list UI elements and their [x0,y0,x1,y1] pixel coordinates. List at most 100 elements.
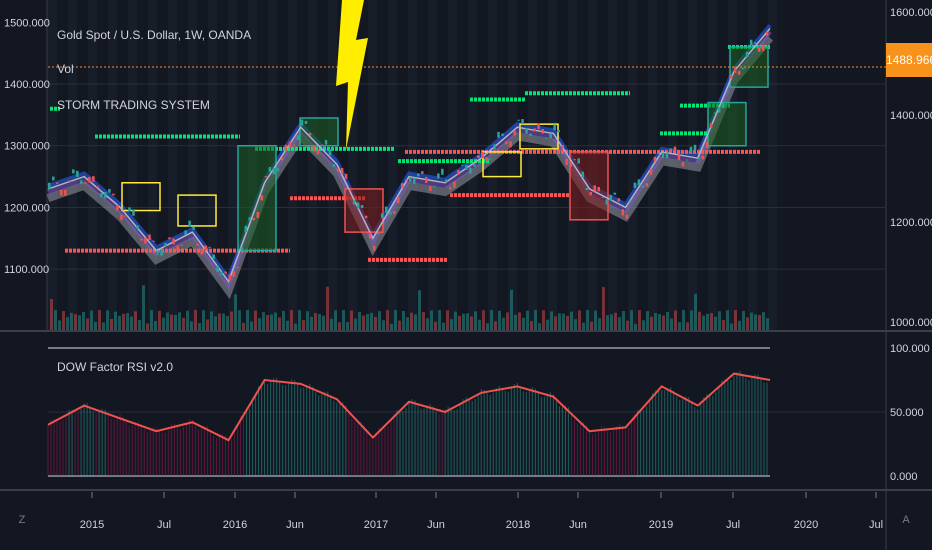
volume-bar [650,316,653,330]
candle [637,179,641,186]
candle [272,168,276,175]
bg-stripe [208,0,217,330]
volume-bar [54,310,57,330]
candle [280,158,284,161]
volume-bar [646,311,649,330]
candle [120,214,123,221]
time-axis-label: 2019 [649,519,673,531]
volume-bar [622,310,625,330]
candle [717,107,721,113]
volume-bar [494,321,497,330]
candle [521,119,524,125]
volume-bar [606,315,609,330]
candle [557,130,560,133]
volume-bar [170,314,173,330]
candle [673,146,677,151]
zoom-button[interactable]: Z [18,514,26,526]
candle [172,238,175,245]
candle [485,157,488,162]
candle [392,211,396,214]
candle [52,176,55,181]
candle [164,243,167,247]
volume-bar [610,314,613,330]
bg-stripe [88,0,97,330]
lightning-bolt-icon [336,0,368,150]
volume-bar [402,310,405,330]
volume-bar [310,316,313,330]
candle [348,189,352,191]
volume-bar [694,293,697,330]
candle [537,123,540,130]
candle [549,133,552,139]
volume-bar [194,310,197,330]
bg-stripe [728,0,737,330]
volume-bar [338,322,341,330]
volume-bar [502,317,505,330]
candle [633,182,637,188]
volume-bar [202,310,205,330]
candle [545,137,548,139]
time-axis-label: 2016 [223,519,247,531]
volume-bar [378,311,381,330]
volume-bar [258,318,261,330]
candle [653,156,657,162]
volume-bar [290,310,293,330]
bg-stripe [608,0,617,330]
candle [629,200,633,202]
candle [292,144,296,146]
candle [108,189,111,193]
candle [324,140,328,145]
candle [104,192,107,199]
volume-bar [190,321,193,330]
volume-bar [298,310,301,330]
candle [453,181,456,188]
bg-stripe [388,0,397,330]
candle [533,128,536,132]
rsi-axis-tick: 0.000 [890,471,918,483]
volume-bar [730,323,733,330]
bg-stripe [488,0,497,330]
volume-bar [166,312,169,330]
volume-bar [274,312,277,330]
candle [316,149,320,155]
auto-scale-button[interactable]: A [902,514,910,526]
candle [124,215,127,217]
volume-bar [678,322,681,330]
current-price-tag: 1488.966 [886,43,932,77]
candle [577,158,580,164]
candle [260,195,264,201]
candle [188,220,191,227]
candle [513,130,516,136]
volume-bar [742,310,745,330]
volume-bar [254,310,257,330]
time-axis-label: 2015 [80,519,104,531]
candle [489,158,492,160]
volume-bar [686,322,689,330]
volume-bar [246,310,249,330]
volume-bar [122,313,125,330]
candle [256,212,260,218]
candle [565,158,568,165]
candle [581,171,584,178]
candle [364,215,368,219]
candle [196,243,199,246]
candle [76,170,79,177]
zone-box [344,188,384,233]
candle [465,164,468,170]
candle [128,207,131,212]
candle [60,189,63,196]
candle [204,245,207,251]
bg-stripe [508,0,517,330]
candle [96,186,99,188]
candle [192,226,195,230]
volume-bar [250,321,253,330]
volume-bar [594,310,597,330]
candle [553,124,556,131]
candle [677,153,681,161]
candle [497,131,500,138]
candle [541,129,544,134]
candle [356,202,360,209]
candle [312,145,316,152]
volume-bar [282,310,285,330]
